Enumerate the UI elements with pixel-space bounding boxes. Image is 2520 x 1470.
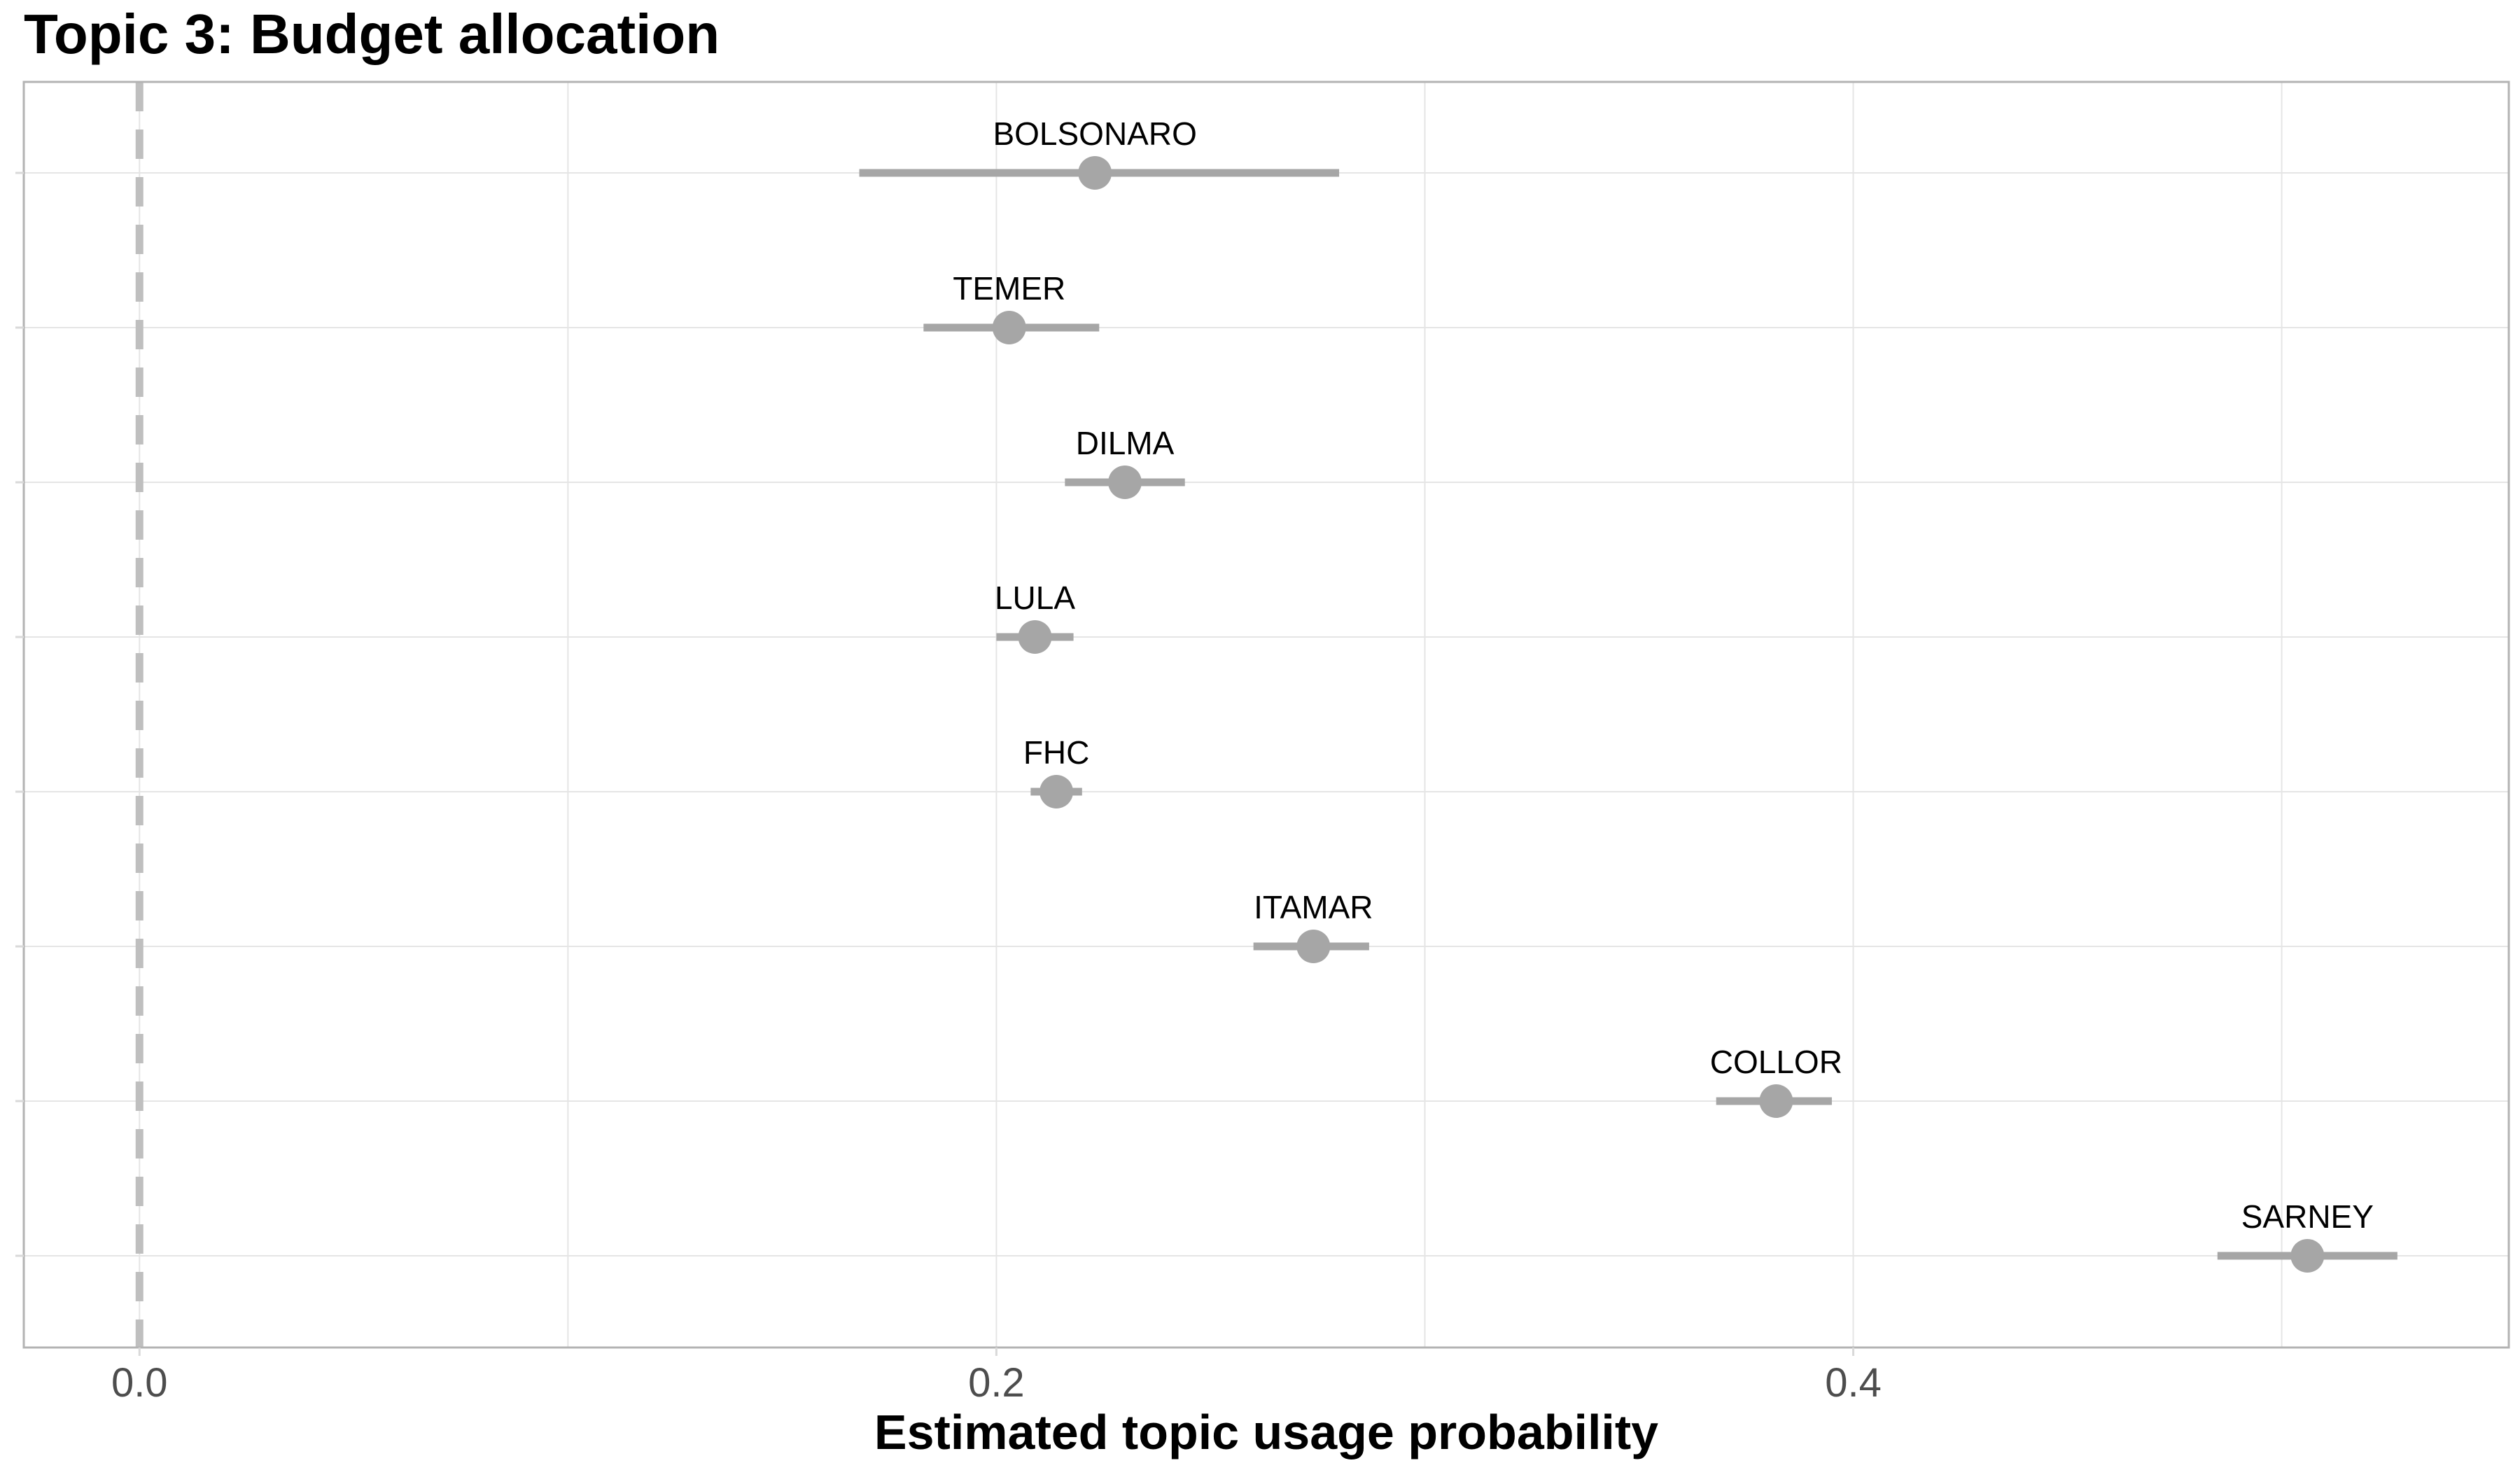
point-label-lula: LULA [995, 580, 1075, 616]
x-tick-label: 0.0 [111, 1360, 168, 1406]
plot-border [22, 80, 2510, 1349]
data-marks: BOLSONARO TEMER DILMA LULA FHC ITAMAR COLLOR SA… [859, 115, 2398, 1273]
gridlines [24, 82, 2509, 1348]
point-itamar [1296, 930, 1331, 963]
x-axis: 0.0 0.2 0.4 [15, 172, 1882, 1406]
point-label-temer: TEMER [953, 270, 1065, 307]
point-label-itamar: ITAMAR [1254, 889, 1373, 925]
plot-panel [24, 82, 2509, 1348]
x-tick-label: 0.4 [1825, 1360, 1882, 1406]
point-bolsonaro [1078, 156, 1112, 190]
point-lula [1018, 620, 1052, 654]
x-axis-label: Estimated topic usage probability [874, 1405, 1658, 1460]
point-label-fhc: FHC [1023, 734, 1090, 771]
x-tick-label: 0.2 [968, 1360, 1025, 1406]
chart-title: Topic 3: Budget allocation [24, 3, 720, 65]
point-label-collor: COLLOR [1710, 1044, 1842, 1080]
point-fhc [1040, 775, 1074, 808]
point-sarney [2290, 1239, 2325, 1273]
point-dilma [1108, 465, 1142, 499]
point-label-sarney: SARNEY [2241, 1198, 2374, 1235]
point-temer [992, 311, 1026, 344]
point-label-bolsonaro: BOLSONARO [993, 115, 1196, 152]
point-label-dilma: DILMA [1076, 425, 1175, 461]
point-collor [1759, 1084, 1793, 1118]
